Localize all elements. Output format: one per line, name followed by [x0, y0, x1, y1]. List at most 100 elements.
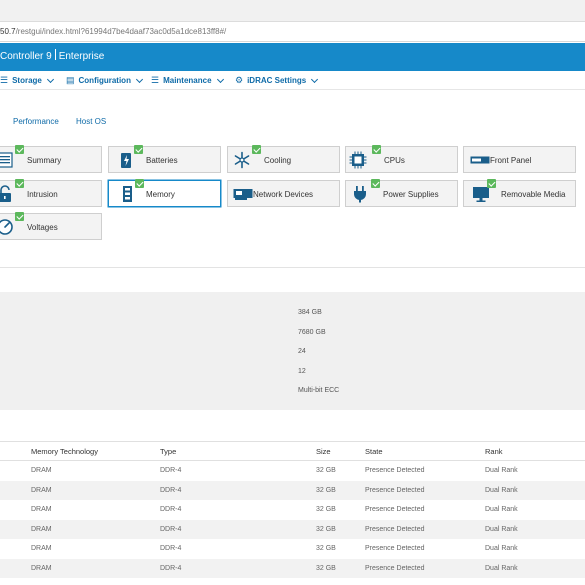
- status-ok-icon: [487, 179, 496, 188]
- cell-type: DDR-4: [160, 525, 182, 533]
- fan-icon: [234, 151, 250, 169]
- cell-size: 32 GB: [316, 564, 336, 572]
- section-divider: [0, 267, 585, 268]
- memory-info-value: 24: [298, 348, 306, 355]
- chevron-down-icon: [311, 75, 319, 83]
- maintenance-icon: ☰: [151, 75, 160, 85]
- tile-summary-label: Summary: [27, 156, 62, 165]
- col-size[interactable]: Size: [316, 447, 331, 456]
- main-nav: ☰ Storage ▤ Configuration ☰ Maintenance …: [0, 71, 585, 90]
- browser-tab-strip: [0, 0, 585, 22]
- memory-info-value: 384 GB: [298, 309, 322, 316]
- tile-memory[interactable]: Memory: [108, 179, 221, 207]
- cell-memory-technology: DRAM: [31, 564, 52, 572]
- tile-summary[interactable]: Summary: [0, 145, 102, 173]
- table-row[interactable]: DRAM DDR-4 32 GB Presence Detected Dual Rank: [0, 500, 585, 520]
- address-bar[interactable]: 50.7/restgui/index.html?61994d7be4daaf73…: [0, 22, 585, 42]
- col-type[interactable]: Type: [160, 447, 177, 456]
- memory-summary-panel: 384 GB 7680 GB 24 12 Multi-bit ECC: [0, 292, 585, 410]
- table-row[interactable]: DRAM DDR-4 32 GB Presence Detected Dual Rank: [0, 480, 585, 500]
- tile-power-supplies-label: Power Supplies: [383, 190, 439, 199]
- status-ok-icon: [252, 145, 261, 154]
- nav-maintenance[interactable]: ☰ Maintenance: [151, 71, 224, 90]
- nav-idrac-settings-label: iDRAC Settings: [247, 76, 307, 85]
- product-edition: Enterprise: [58, 51, 105, 62]
- tile-batteries-label: Batteries: [146, 156, 178, 165]
- cell-size: 32 GB: [316, 525, 336, 533]
- col-rank[interactable]: Rank: [485, 447, 503, 456]
- cell-rank: Dual Rank: [485, 467, 518, 474]
- tile-cooling-label: Cooling: [264, 156, 292, 165]
- tile-cooling[interactable]: Cooling: [227, 145, 340, 173]
- cell-type: DDR-4: [160, 506, 182, 513]
- cell-type: DDR-4: [160, 545, 182, 552]
- cell-state: Presence Detected: [365, 486, 425, 494]
- col-state[interactable]: State: [365, 447, 383, 456]
- cell-state: Presence Detected: [365, 564, 425, 572]
- table-row[interactable]: DRAM DDR-4 32 GB Presence Detected Dual Rank: [0, 558, 585, 578]
- cell-type: DDR-4: [160, 564, 182, 572]
- nav-storage-label: Storage: [12, 76, 42, 85]
- nav-storage[interactable]: ☰ Storage: [0, 71, 54, 90]
- summary-icon: [0, 152, 13, 168]
- brand-separator: [54, 49, 56, 60]
- memory-icon: [123, 186, 132, 202]
- tab-host-os[interactable]: Host OS: [76, 117, 107, 126]
- tile-batteries[interactable]: Batteries: [108, 145, 221, 173]
- tab-performance[interactable]: Performance: [13, 117, 59, 126]
- cell-size: 32 GB: [316, 506, 336, 513]
- status-ok-icon: [15, 179, 24, 188]
- power-plug-icon: [354, 186, 366, 203]
- url-path: /restgui/index.html?61994d7be4daaf73ac0d…: [15, 27, 227, 36]
- tile-network-devices-label: Network Devices: [253, 190, 314, 199]
- cell-type: DDR-4: [160, 486, 182, 494]
- memory-info-value: 12: [298, 368, 306, 375]
- table-body: DRAM DDR-4 32 GB Presence Detected Dual Rank…: [0, 461, 585, 578]
- tile-removable-media[interactable]: Removable Media: [463, 179, 576, 207]
- monitor-icon: [473, 187, 489, 202]
- cell-size: 32 GB: [316, 545, 336, 552]
- tile-front-panel-label: Front Panel: [490, 156, 532, 165]
- status-ok-icon: [135, 179, 144, 188]
- cell-rank: Dual Rank: [485, 525, 518, 533]
- cell-state: Presence Detected: [365, 525, 425, 533]
- tile-intrusion[interactable]: Intrusion: [0, 179, 102, 207]
- cell-rank: Dual Rank: [485, 486, 518, 494]
- cell-size: 32 GB: [316, 486, 336, 494]
- cell-memory-technology: DRAM: [31, 506, 52, 513]
- gauge-icon: [0, 219, 13, 235]
- tile-power-supplies[interactable]: Power Supplies: [345, 179, 458, 207]
- chevron-down-icon: [216, 75, 224, 83]
- cell-memory-technology: DRAM: [31, 525, 52, 533]
- gear-icon: ⚙: [235, 75, 244, 85]
- chevron-down-icon: [46, 75, 54, 83]
- url-host: 50.7: [0, 27, 16, 36]
- configuration-icon: ▤: [66, 75, 75, 85]
- table-row[interactable]: DRAM DDR-4 32 GB Presence Detected Dual Rank: [0, 461, 585, 481]
- storage-icon: ☰: [0, 75, 9, 85]
- cell-state: Presence Detected: [365, 506, 425, 513]
- cell-state: Presence Detected: [365, 467, 425, 474]
- cell-rank: Dual Rank: [485, 564, 518, 572]
- status-ok-icon: [372, 145, 381, 154]
- tile-cpus-label: CPUs: [384, 156, 405, 165]
- tile-network-devices[interactable]: Network Devices: [227, 180, 340, 207]
- nav-idrac-settings[interactable]: ⚙ iDRAC Settings: [235, 71, 319, 90]
- product-name: Controller 9: [0, 51, 52, 62]
- table-row[interactable]: DRAM DDR-4 32 GB Presence Detected Dual Rank: [0, 519, 585, 539]
- col-memory-technology[interactable]: Memory Technology: [31, 447, 98, 456]
- cell-size: 32 GB: [316, 467, 336, 474]
- cell-memory-technology: DRAM: [31, 467, 52, 474]
- memory-info-value: Multi-bit ECC: [298, 387, 340, 394]
- nav-configuration-label: Configuration: [78, 76, 131, 85]
- tile-voltages-label: Voltages: [27, 223, 58, 232]
- tile-front-panel[interactable]: Front Panel: [463, 146, 576, 173]
- tile-voltages[interactable]: Voltages: [0, 212, 102, 240]
- table-row[interactable]: DRAM DDR-4 32 GB Presence Detected Dual Rank: [0, 539, 585, 559]
- status-ok-icon: [134, 145, 143, 154]
- tile-cpus[interactable]: CPUs: [345, 145, 458, 173]
- nav-configuration[interactable]: ▤ Configuration: [66, 71, 143, 90]
- brand-bar: Controller 9 Enterprise: [0, 43, 585, 71]
- cell-rank: Dual Rank: [485, 506, 518, 513]
- lock-icon: [0, 185, 11, 202]
